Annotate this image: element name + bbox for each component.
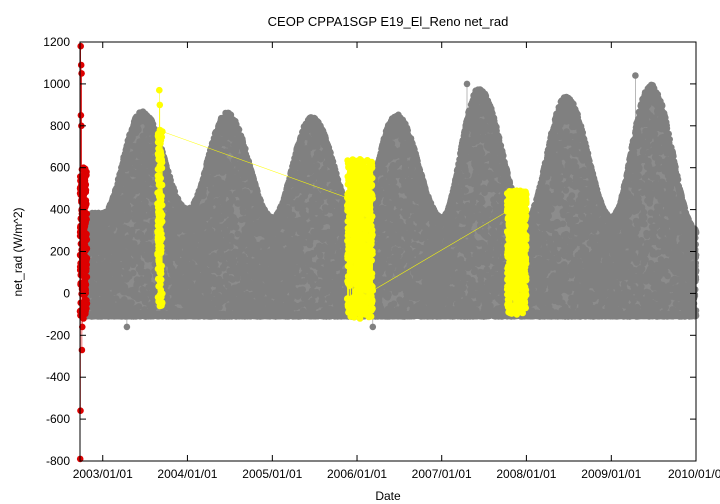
data-point-good-3127 xyxy=(227,207,235,214)
data-point-good-3243 xyxy=(232,224,240,231)
data-point-good-886 xyxy=(123,323,131,331)
series-layer xyxy=(76,42,700,463)
y-axis-label: net_rad (W/m^2) xyxy=(11,208,25,297)
data-point-good-4903 xyxy=(310,281,317,289)
data-point-good-2645 xyxy=(205,287,212,295)
data-point-good-3228 xyxy=(232,217,239,224)
data-point-good-1293 xyxy=(142,296,149,303)
data-point-good-3203 xyxy=(231,258,238,265)
chart-title: CEOP CPPA1SGP E19_El_Reno net_rad xyxy=(268,14,509,29)
data-point-good-1392 xyxy=(147,233,154,240)
data-point-good-927 xyxy=(125,205,133,213)
data-point-good-4984 xyxy=(313,162,321,169)
data-point-good-4675 xyxy=(299,286,307,293)
data-point-good-4462 xyxy=(289,211,297,219)
x-axis-label: Date xyxy=(375,489,401,503)
data-point-good-1362 xyxy=(145,272,153,280)
data-point-good-1198 xyxy=(138,260,145,268)
data-point-good-985 xyxy=(128,299,135,307)
series-good xyxy=(82,72,700,331)
data-point-good-1023 xyxy=(129,269,137,277)
data-point-good-2538 xyxy=(200,192,207,199)
data-point-good-166 xyxy=(90,280,97,288)
data-point-good-1134 xyxy=(135,126,142,133)
